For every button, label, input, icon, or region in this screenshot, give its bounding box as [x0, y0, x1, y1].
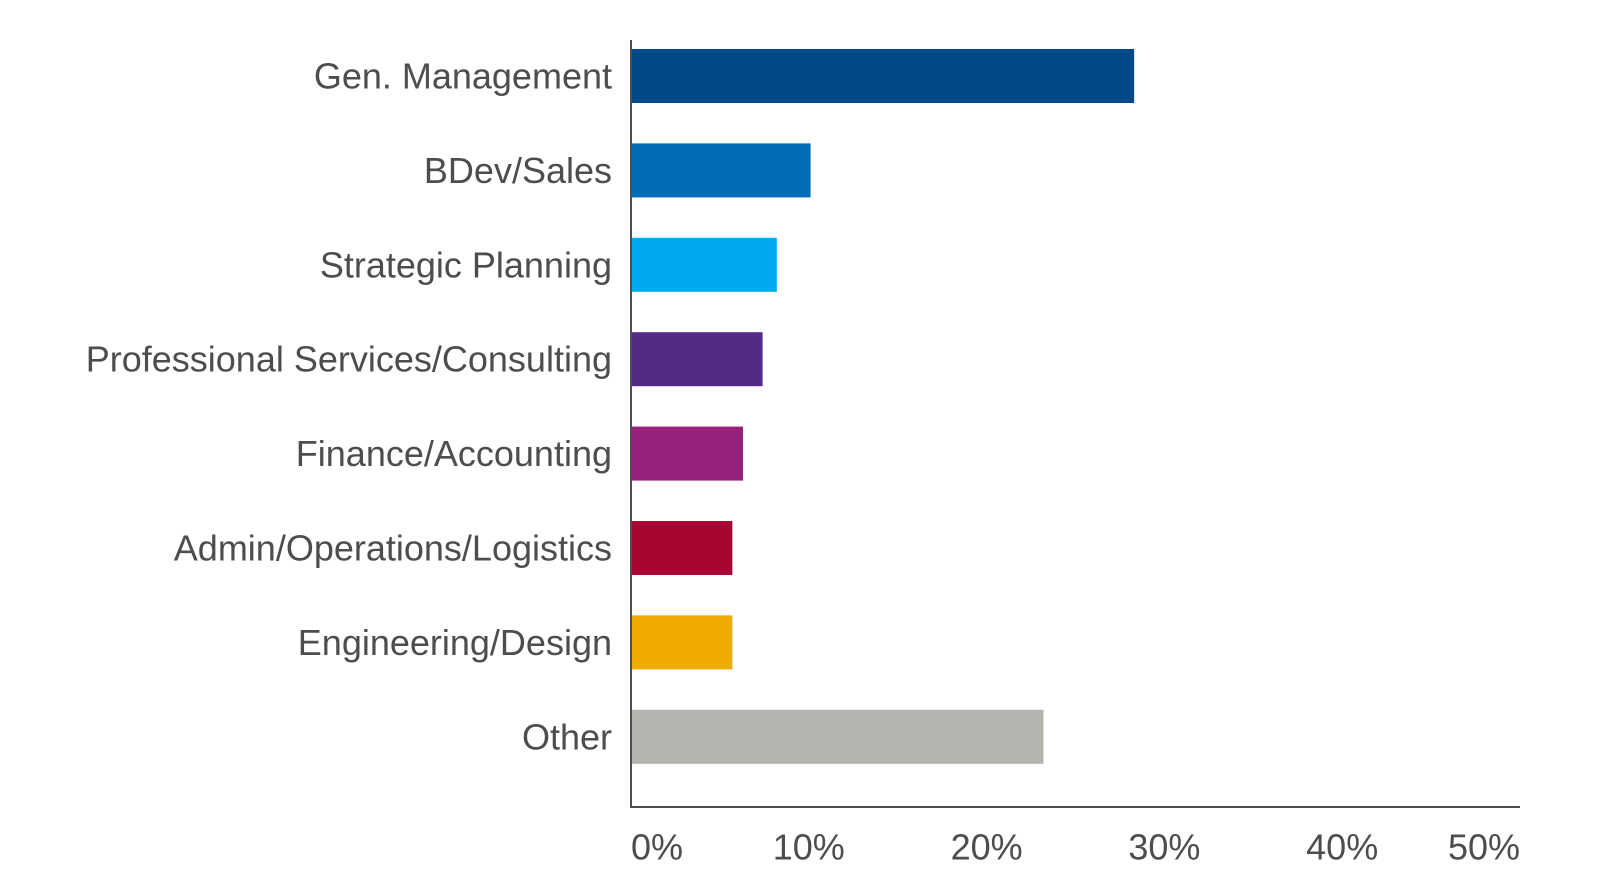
x-tick-label: 20% — [951, 827, 1023, 868]
category-label: Strategic Planning — [320, 244, 612, 285]
category-label: Admin/Operations/Logistics — [174, 528, 612, 569]
category-label: Professional Services/Consulting — [86, 339, 612, 380]
x-tick-label: 0% — [631, 827, 683, 868]
bar — [631, 709, 1044, 764]
x-tick-labels: 0% 10% 20% 30% 40% 50% — [631, 827, 1520, 868]
x-tick-label: 10% — [773, 827, 845, 868]
x-tick-label: 50% — [1448, 827, 1520, 868]
bar — [631, 49, 1135, 103]
bar — [631, 521, 733, 575]
category-label: Gen. Management — [314, 56, 612, 97]
category-labels: Gen. Management BDev/Sales Strategic Plann… — [86, 56, 612, 758]
category-label: BDev/Sales — [424, 150, 612, 191]
category-label: Finance/Accounting — [296, 433, 612, 474]
bar — [631, 426, 744, 481]
bar — [631, 143, 811, 198]
category-label: Other — [522, 716, 612, 757]
x-tick-label: 30% — [1128, 827, 1200, 868]
bar — [631, 237, 777, 292]
bar — [631, 332, 763, 387]
bar — [631, 615, 733, 670]
x-tick-label: 40% — [1306, 827, 1378, 868]
bars-group — [631, 49, 1135, 764]
category-label: Engineering/Design — [298, 622, 612, 663]
